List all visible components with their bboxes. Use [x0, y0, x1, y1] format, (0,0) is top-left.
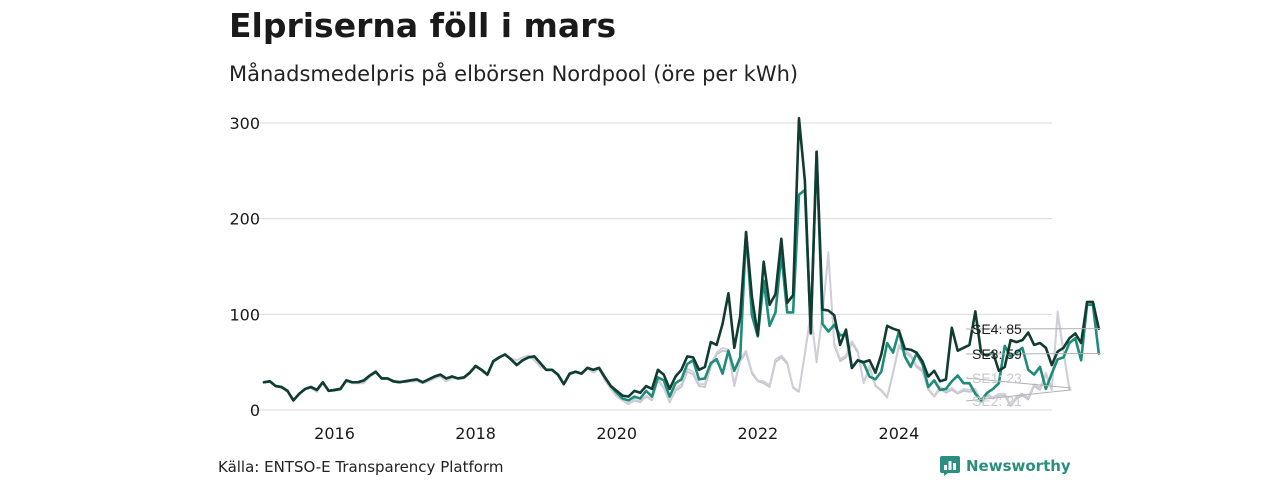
- chart-title: Elpriserna föll i mars: [229, 6, 617, 45]
- leader-line-se2: [965, 389, 1072, 402]
- chart-subtitle: Månadsmedelpris på elbörsen Nordpool (ör…: [229, 62, 799, 86]
- series-line-se4: [262, 116, 1101, 402]
- brand-name: Newsworthy: [966, 457, 1071, 475]
- end-label-se3: SE3: 59: [972, 346, 1022, 362]
- source-note: Källa: ENTSO-E Transparency Platform: [218, 458, 504, 476]
- y-tick-label: 300: [229, 114, 260, 133]
- y-tick-label: 100: [229, 305, 260, 324]
- y-tick-label: 200: [229, 210, 260, 229]
- x-tick-label: 2024: [879, 424, 920, 443]
- label-layer: 0 100 200 300 2016 2018 2020 2022 2024 SE2: 21 SE1…: [229, 114, 1101, 443]
- x-tick-label: 2020: [596, 424, 637, 443]
- end-label-se4: SE4: 85: [972, 321, 1022, 337]
- x-tick-label: 2022: [737, 424, 778, 443]
- x-tick-label: 2018: [455, 424, 496, 443]
- grid-layer: [252, 122, 1052, 411]
- series-layer: [262, 116, 1101, 408]
- leader-line-se1: [965, 377, 1072, 389]
- y-tick-label: 0: [250, 401, 260, 420]
- newsworthy-icon: [940, 456, 960, 476]
- end-label-se1: SE1: 23: [972, 370, 1022, 386]
- end-label-se2: SE2: 21: [972, 393, 1022, 409]
- series-line-se3: [262, 150, 1101, 402]
- brand-logo[interactable]: Newsworthy: [940, 456, 1071, 476]
- x-tick-label: 2016: [314, 424, 355, 443]
